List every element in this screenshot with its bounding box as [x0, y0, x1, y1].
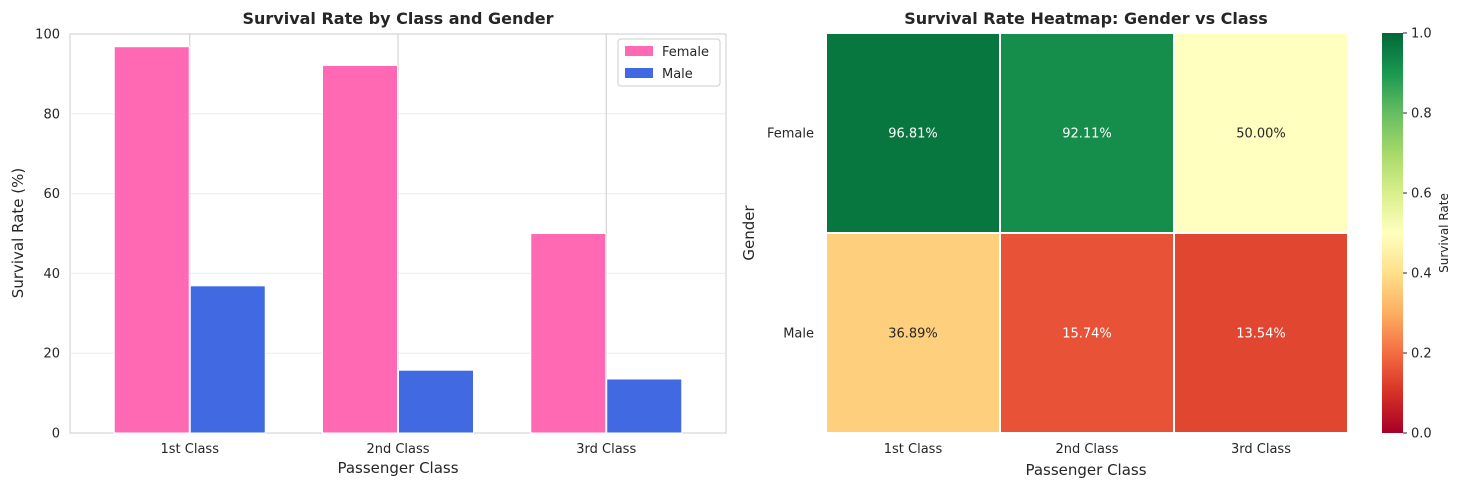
heatmap-title: Survival Rate Heatmap: Gender vs Class: [904, 9, 1268, 28]
heatmap-y-tick-label: Female: [767, 127, 814, 142]
legend-label-male: Male: [662, 67, 693, 82]
heatmap-cell-label: 15.74%: [1062, 327, 1112, 342]
heatmap-cell-male-1: [999, 232, 1175, 434]
legend-swatch-female: [625, 46, 653, 56]
colorbar-tick-label: 0.6: [1411, 187, 1432, 202]
colorbar-tick-label: 0.2: [1411, 347, 1432, 362]
bar-legend: Female Male: [617, 38, 721, 87]
bar-y-ticks: 0 20 40 60 80 100: [35, 28, 60, 442]
heatmap: Survival Rate Heatmap: Gender vs Class 9…: [740, 9, 1451, 479]
bar-x-axis-label: Passenger Class: [337, 459, 458, 477]
bar-marks: [113, 46, 683, 434]
colorbar-tick-label: 0.0: [1411, 427, 1432, 442]
heatmap-cell-label: 96.81%: [888, 127, 938, 142]
colorbar-tick-label: 0.4: [1411, 267, 1432, 282]
heatmap-cell-female-2: [1173, 32, 1349, 234]
heatmap-cell-label: 36.89%: [888, 327, 938, 342]
colorbar-tick-label: 1.0: [1411, 27, 1432, 42]
heatmap-y-tick-label: Male: [783, 327, 814, 342]
heatmap-y-ticks: Female Male: [767, 127, 814, 342]
colorbar: 0.0 0.2 0.4 0.6 0.8 1.0 Survival Rate: [1382, 27, 1451, 442]
bar-x-tick-label: 2nd Class: [366, 442, 429, 457]
colorbar-label: Survival Rate: [1437, 193, 1451, 273]
legend-label-female: Female: [662, 45, 709, 60]
bar-male-2: [606, 378, 683, 434]
heatmap-x-tick-label: 3rd Class: [1231, 442, 1291, 457]
bar-male-1: [398, 369, 474, 434]
bar-y-tick-label: 40: [43, 267, 60, 282]
bar-female-0: [113, 46, 190, 434]
heatmap-cell-label: 13.54%: [1236, 327, 1286, 342]
bar-x-tick-label: 1st Class: [161, 442, 220, 457]
bar-y-tick-label: 100: [35, 28, 60, 43]
bar-y-axis-label: Survival Rate (%): [9, 168, 27, 298]
heatmap-cell-label: 92.11%: [1062, 127, 1112, 142]
bar-chart-title: Survival Rate by Class and Gender: [242, 9, 553, 28]
heatmap-cell-female-1: [999, 32, 1175, 234]
bar-female-1: [322, 64, 398, 434]
heatmap-cells: 96.81% 92.11% 50.00% 36.89% 15.74% 13.54%: [825, 32, 1349, 434]
heatmap-cell-male-0: [825, 232, 1001, 434]
bar-y-tick-label: 80: [43, 107, 60, 122]
heatmap-cell-male-2: [1173, 232, 1349, 434]
colorbar-ticks: 0.0 0.2 0.4 0.6 0.8 1.0: [1403, 27, 1432, 442]
heatmap-x-tick-label: 1st Class: [884, 442, 943, 457]
bar-x-tick-label: 3rd Class: [576, 442, 636, 457]
bar-y-tick-label: 20: [43, 347, 60, 362]
bar-chart: Survival Rate by Class and Gender 0 20 40 6…: [9, 9, 727, 477]
legend-swatch-male: [625, 68, 653, 78]
bar-y-tick-label: 60: [43, 187, 60, 202]
bar-female-2: [530, 233, 607, 434]
colorbar-tick-label: 0.8: [1411, 107, 1432, 122]
bar-y-tick-label: 0: [52, 427, 60, 442]
bar-male-0: [189, 285, 266, 434]
colorbar-gradient: [1382, 33, 1403, 433]
heatmap-x-axis-label: Passenger Class: [1025, 461, 1146, 479]
heatmap-y-axis-label: Gender: [740, 205, 758, 261]
heatmap-cell-female-0: [825, 32, 1001, 234]
heatmap-x-ticks: 1st Class 2nd Class 3rd Class: [884, 442, 1291, 457]
heatmap-x-tick-label: 2nd Class: [1055, 442, 1118, 457]
heatmap-cell-label: 50.00%: [1236, 127, 1286, 142]
bar-x-ticks: 1st Class 2nd Class 3rd Class: [161, 442, 637, 457]
